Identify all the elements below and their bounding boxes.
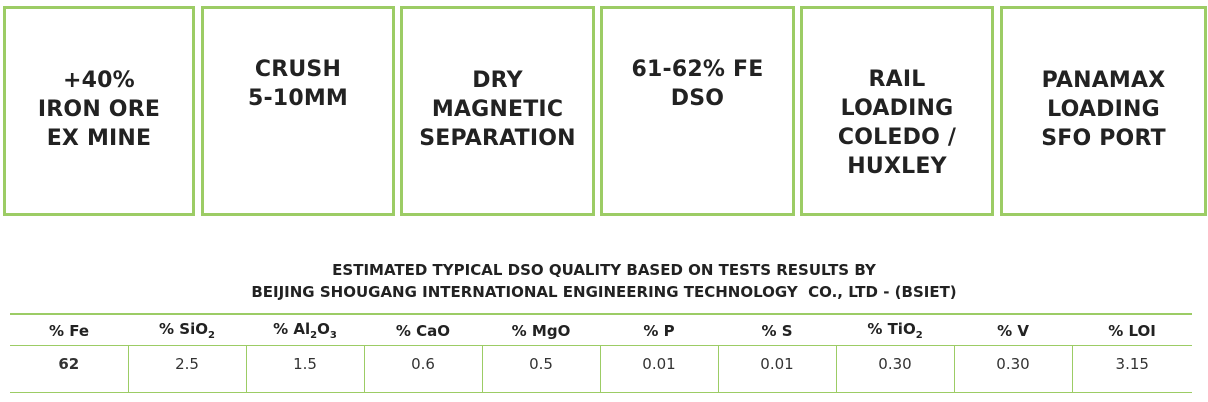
value-v: 0.30 — [953, 345, 1072, 393]
table-caption: ESTIMATED TYPICAL DSO QUALITY BASED ON T… — [0, 259, 1208, 303]
column-header-loi: % LOI — [1072, 315, 1192, 346]
header-text: % Al — [273, 320, 311, 339]
value-fe: 62 — [10, 345, 128, 393]
step-box-iron-ore: +40% IRON ORE EX MINE — [3, 6, 195, 216]
header-text: % MgO — [511, 321, 571, 340]
header-subscript: 2 — [915, 330, 923, 342]
step-box-dso: 61-62% FE DSO — [600, 6, 795, 216]
header-subscript: 2 — [310, 330, 318, 342]
column-header-s: % S — [718, 315, 836, 346]
column-header-al2o3: % Al2O3 — [246, 315, 364, 346]
header-text: % V — [997, 321, 1029, 340]
value-al2o3: 1.5 — [245, 345, 364, 393]
value-tio2: 0.30 — [835, 345, 954, 393]
caption-line-2: BEIJING SHOUGANG INTERNATIONAL ENGINEERI… — [251, 283, 957, 301]
value-mgo: 0.5 — [481, 345, 600, 393]
step-box-rail-loading: RAIL LOADING COLEDO / HUXLEY — [800, 6, 994, 216]
table-row: 62 2.5 1.5 0.6 0.5 0.01 0.01 0.30 0.30 3… — [10, 345, 1192, 393]
step-label: 61-62% FE DSO — [631, 57, 764, 111]
header-subscript: 2 — [207, 330, 215, 342]
column-header-tio2: % TiO2 — [836, 315, 954, 346]
header-subscript: 3 — [329, 330, 337, 342]
step-box-crush: CRUSH 5-10MM — [201, 6, 395, 216]
header-text: % CaO — [395, 321, 451, 340]
value-sio2: 2.5 — [127, 345, 246, 393]
column-header-p: % P — [600, 315, 718, 346]
column-header-sio2: % SiO2 — [128, 315, 246, 346]
value-p: 0.01 — [599, 345, 718, 393]
header-text: % S — [761, 321, 793, 340]
header-text: % LOI — [1108, 321, 1156, 340]
value-loi: 3.15 — [1071, 345, 1192, 393]
column-header-fe: % Fe — [10, 315, 128, 346]
step-box-dry-magnetic-separation: DRY MAGNETIC SEPARATION — [400, 6, 595, 216]
value-cao: 0.6 — [363, 345, 482, 393]
step-box-panamax-loading: PANAMAX LOADING SFO PORT — [1000, 6, 1207, 216]
caption-line-1: ESTIMATED TYPICAL DSO QUALITY BASED ON T… — [332, 261, 876, 279]
process-flow: +40% IRON ORE EX MINE CRUSH 5-10MM DRY M… — [0, 6, 1208, 218]
step-label: RAIL LOADING COLEDO / HUXLEY — [837, 67, 957, 179]
header-text: % P — [643, 321, 675, 340]
value-s: 0.01 — [717, 345, 836, 393]
table-header-row: % Fe % SiO2 % Al2O3 % CaO % MgO % P % S … — [10, 315, 1192, 346]
dso-quality-table: % Fe % SiO2 % Al2O3 % CaO % MgO % P % S … — [10, 313, 1192, 393]
step-label: PANAMAX LOADING SFO PORT — [1041, 67, 1166, 151]
column-header-v: % V — [954, 315, 1072, 346]
header-text: % Fe — [48, 321, 90, 340]
header-text: O — [317, 320, 330, 339]
step-label: +40% IRON ORE EX MINE — [37, 67, 161, 151]
column-header-mgo: % MgO — [482, 315, 600, 346]
step-label: CRUSH 5-10MM — [247, 57, 349, 111]
header-text: % SiO — [159, 320, 208, 339]
step-label: DRY MAGNETIC SEPARATION — [419, 67, 576, 151]
column-header-cao: % CaO — [364, 315, 482, 346]
header-text: % TiO — [867, 320, 916, 339]
